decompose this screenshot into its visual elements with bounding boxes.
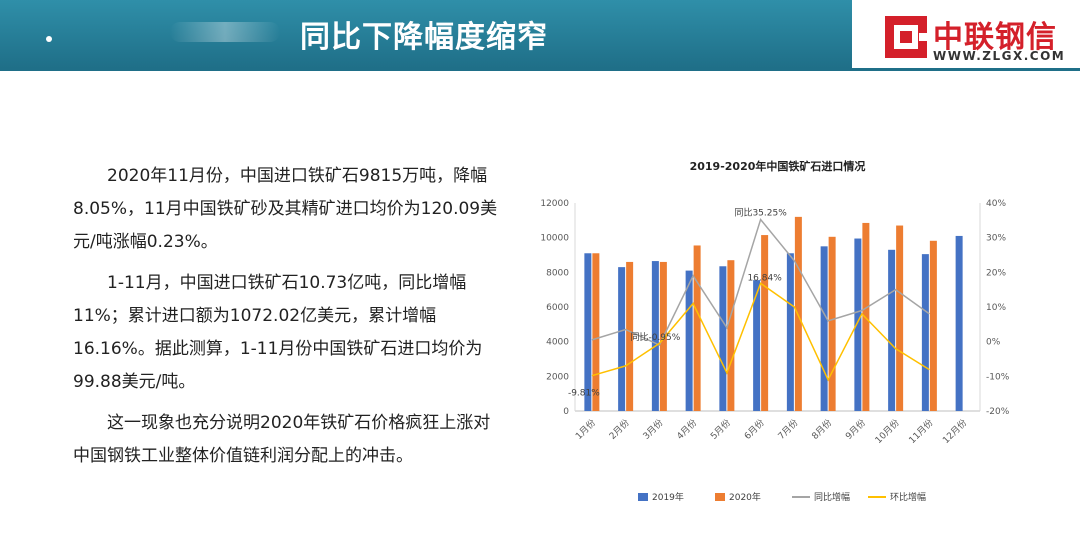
bar-2019年: [854, 238, 862, 411]
bar-2019年: [584, 253, 592, 411]
bar-2019年: [685, 270, 693, 411]
body-text: 2020年11月份，中国进口铁矿石9815万吨，降幅8.05%，11月中国铁矿砂…: [73, 160, 503, 481]
y-left-tick-label: 0: [563, 407, 569, 417]
y-right-tick-label: 30%: [986, 234, 1006, 244]
y-right-tick-label: 10%: [986, 303, 1006, 313]
slide-title: 同比下降幅度缩窄: [300, 20, 548, 55]
bar-2020年: [626, 261, 634, 411]
y-left-tick-label: 8000: [546, 268, 569, 278]
bar-2020年: [693, 245, 701, 411]
bar-2020年: [896, 225, 904, 411]
x-tick-label: 5月份: [708, 417, 733, 442]
paragraph-1: 2020年11月份，中国进口铁矿石9815万吨，降幅8.05%，11月中国铁矿砂…: [73, 166, 498, 252]
bar-2020年: [929, 240, 937, 411]
data-label: 同比35.25%: [734, 206, 787, 218]
bar-2020年: [592, 253, 600, 411]
y-left-tick-label: 6000: [546, 303, 569, 313]
legend-label: 2019年: [652, 491, 684, 503]
line-环比增幅: [591, 282, 930, 382]
import-chart: 2019-2020年中国铁矿石进口情况 0 2000 4000 6000 8000 1000…: [540, 159, 1010, 503]
bar-2019年: [719, 266, 727, 411]
y-right-tick-label: -10%: [986, 372, 1010, 382]
x-tick-label: 6月份: [741, 417, 766, 442]
logo-url: WWW.ZLGX.COM: [933, 49, 1066, 63]
header-band: [0, 0, 852, 68]
bar-2019年: [753, 280, 761, 411]
legend-swatch-2020年: [715, 493, 725, 501]
header-bullet-dot: [46, 36, 52, 42]
logo-mark-icon: [885, 16, 927, 58]
y-left-tick-label: 10000: [540, 234, 569, 244]
x-tick-label: 1月份: [573, 417, 598, 442]
x-tick-label: 8月份: [809, 417, 834, 442]
header-decoration: [170, 22, 280, 42]
x-tick-label: 3月份: [640, 417, 665, 442]
data-label: 16.84%: [747, 273, 782, 283]
chart-title: 2019-2020年中国铁矿石进口情况: [690, 159, 866, 173]
x-tick-label: 4月份: [674, 417, 699, 442]
y-right-tick-label: -20%: [986, 407, 1010, 417]
x-tick-label: 10月份: [872, 417, 901, 446]
legend-label: 同比增幅: [814, 491, 850, 503]
data-label: 同比-0.95%: [630, 331, 680, 343]
bar-2019年: [786, 253, 794, 411]
line-同比增幅: [591, 217, 930, 346]
x-tick-label: 2月份: [606, 417, 631, 442]
y-left-tick-label: 2000: [546, 372, 569, 382]
paragraph-3: 这一现象也充分说明2020年铁矿石价格疯狂上涨对中国钢铁工业整体价值链利润分配上…: [73, 413, 491, 466]
bar-2019年: [921, 254, 929, 411]
y-left-tick-label: 4000: [546, 338, 569, 348]
bar-2020年: [761, 235, 769, 411]
x-tick-label: 9月份: [843, 417, 868, 442]
data-label: -9.81%: [568, 389, 600, 399]
bar-2019年: [651, 261, 659, 411]
bar-2019年: [888, 249, 896, 411]
company-logo: 中联钢信 WWW.ZLGX.COM: [885, 14, 1075, 64]
x-tick-label: 12月份: [940, 417, 969, 446]
legend-swatch-2019年: [638, 493, 648, 501]
header-divider: [0, 68, 1080, 71]
logo-name: 中联钢信: [933, 20, 1057, 55]
y-left-tick-label: 12000: [540, 199, 569, 209]
bar-2020年: [727, 260, 735, 411]
y-right-tick-label: 0%: [986, 338, 1001, 348]
chart-container: 2019-2020年中国铁矿石进口情况 0 2000 4000 6000 8000 1000…: [520, 150, 1020, 530]
header-bar: 同比下降幅度缩窄 中联钢信 WWW.ZLGX.COM: [0, 0, 1080, 72]
paragraph-2: 1-11月，中国进口铁矿石10.73亿吨，同比增幅11%；累计进口额为1072.…: [73, 273, 483, 392]
legend-label: 环比增幅: [890, 491, 926, 503]
y-right-tick-label: 20%: [986, 268, 1006, 278]
x-tick-label: 11月份: [906, 417, 935, 446]
y-right-tick-label: 40%: [986, 199, 1006, 209]
bar-2019年: [820, 246, 828, 411]
legend-label: 2020年: [729, 491, 761, 503]
x-tick-label: 7月份: [775, 417, 800, 442]
bar-2019年: [618, 267, 626, 411]
bar-2019年: [955, 235, 963, 411]
bar-2020年: [828, 236, 836, 411]
